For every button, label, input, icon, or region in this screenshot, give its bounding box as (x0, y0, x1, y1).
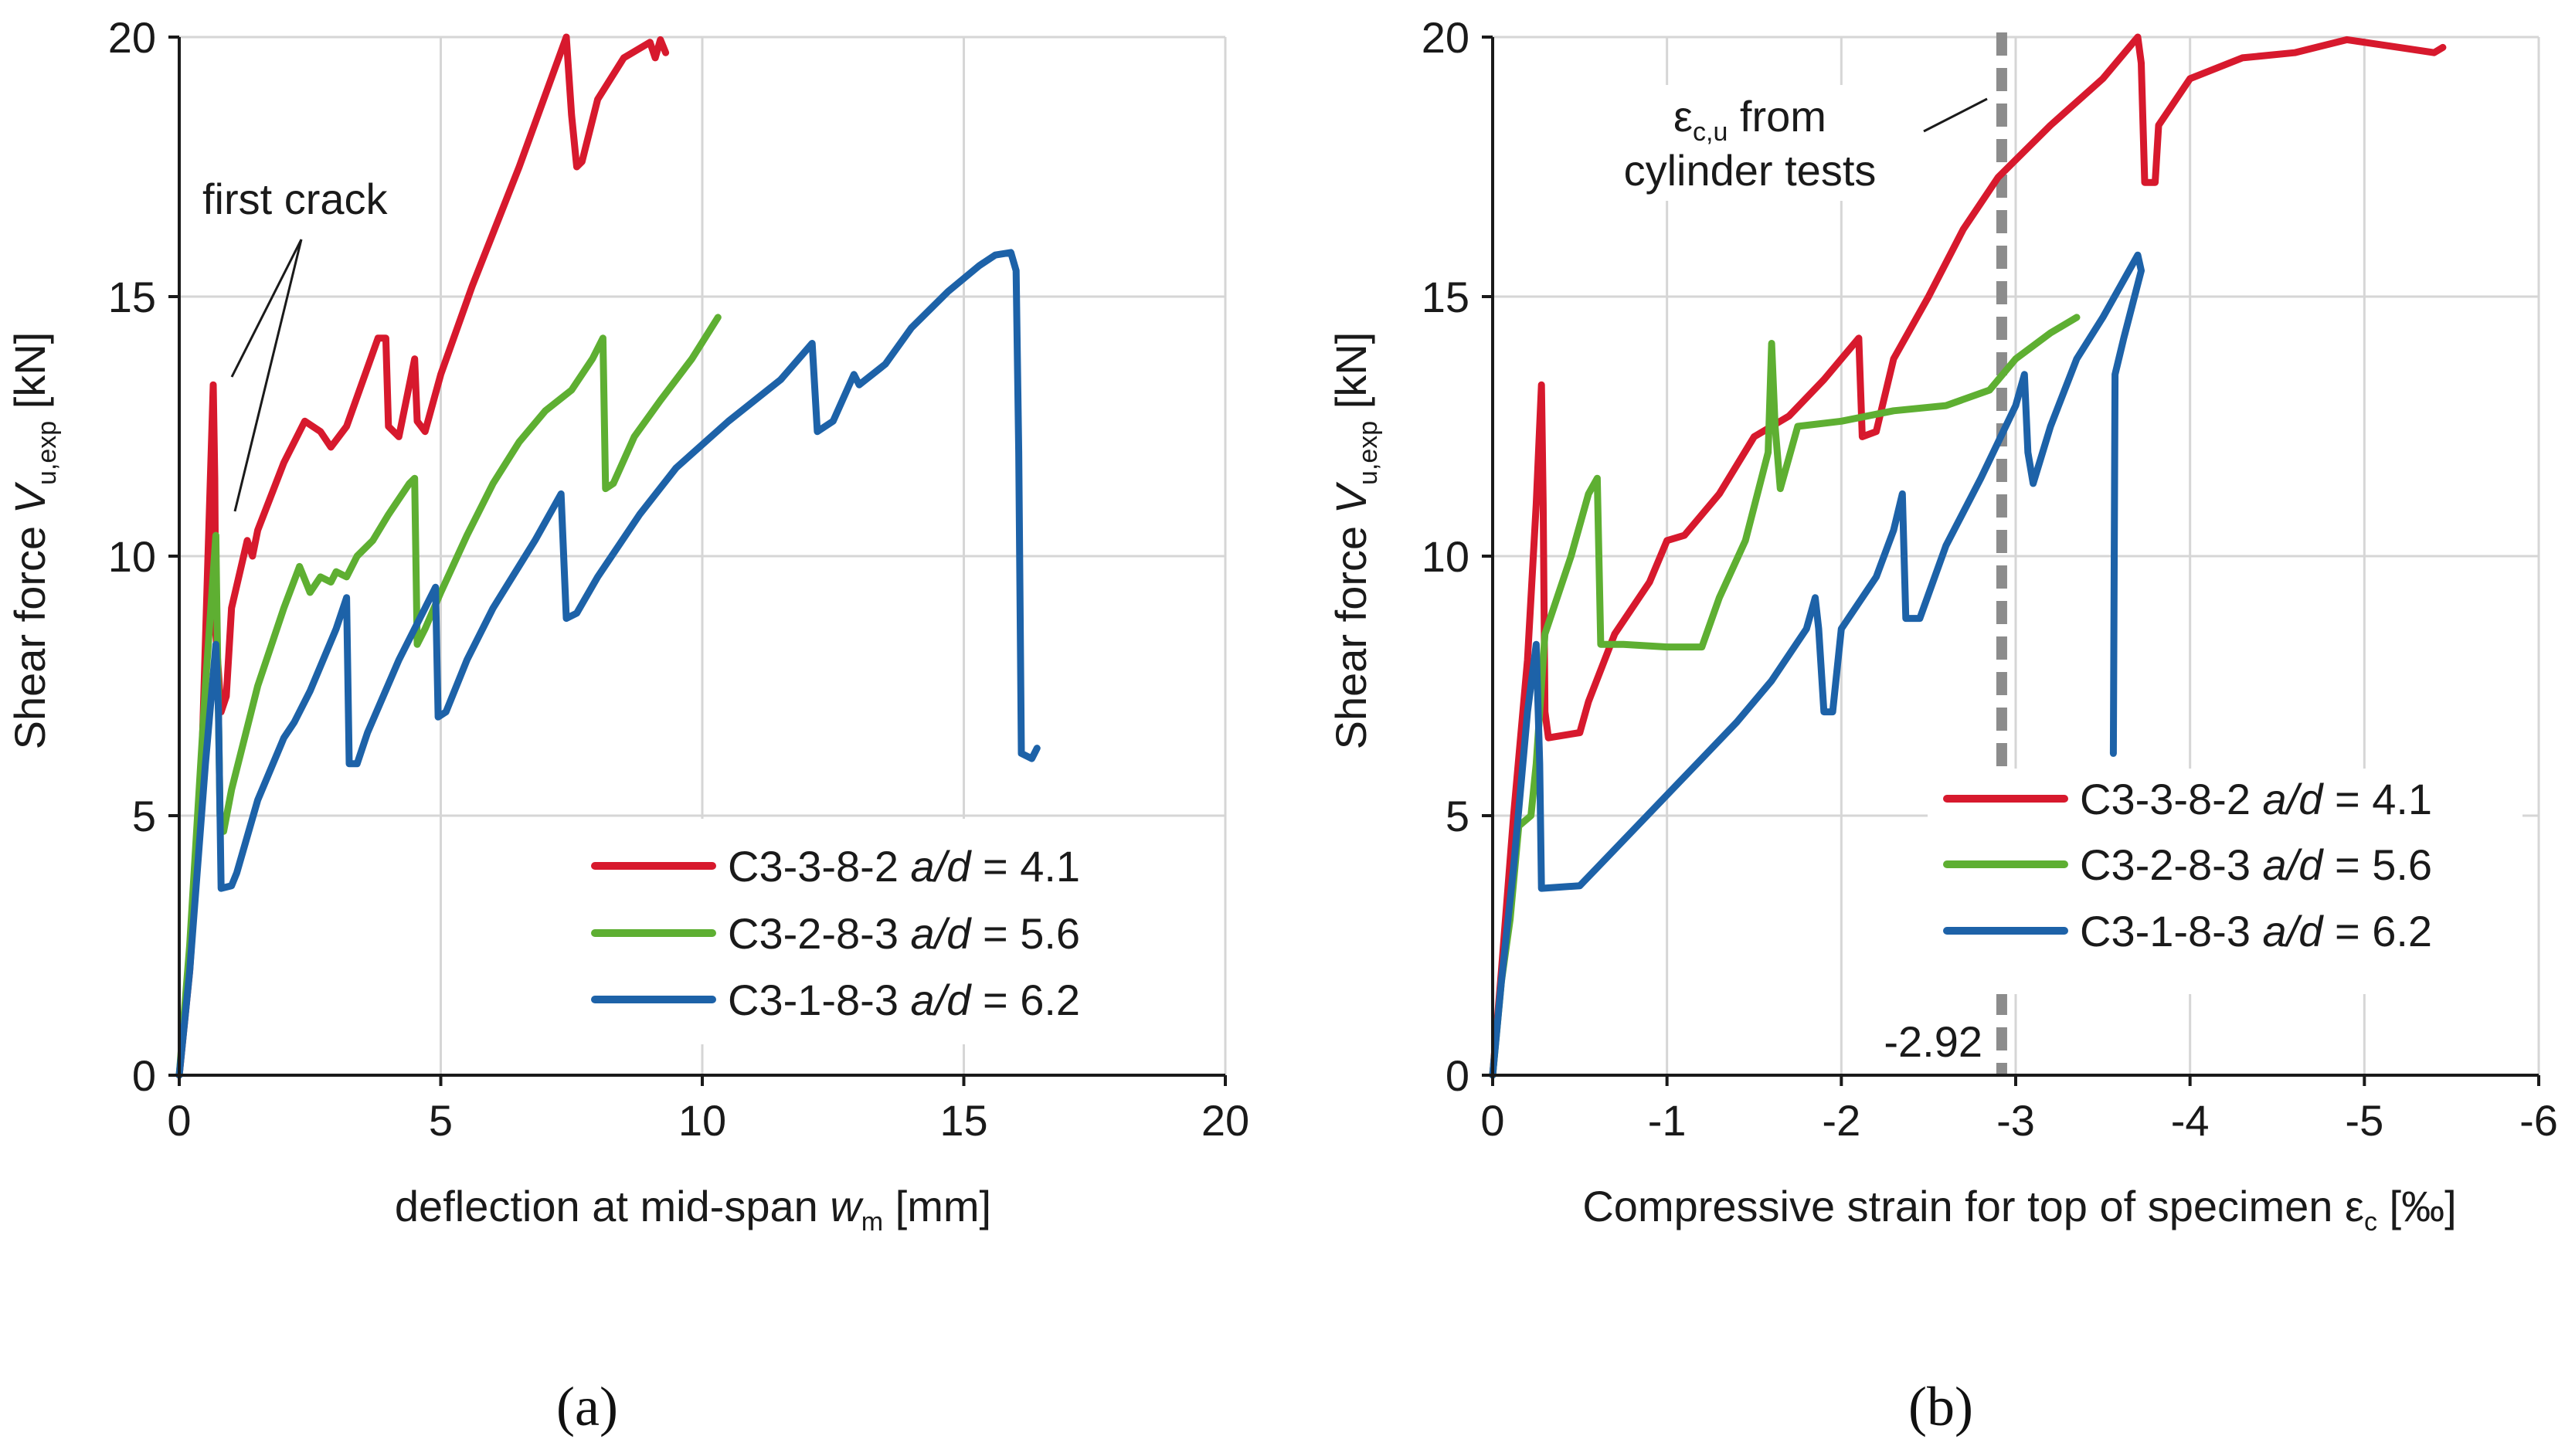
y-tick-label-b-3: 15 (1422, 273, 1469, 321)
legend-entry-a-0: C3-3-8-2 a/d = 4.1 (728, 842, 1080, 891)
legend-entry-a-1: C3-2-8-3 a/d = 5.6 (728, 909, 1080, 958)
y-tick-label-b-1: 5 (1446, 792, 1469, 840)
reference-value-label: -2.92 (1884, 1017, 1982, 1066)
y-tick-label-a-3: 15 (108, 273, 156, 321)
y-axis-label-b: Shear force Vu,exp [kN] (1327, 332, 1383, 750)
series-line-b-C3-1-8-3 (1489, 251, 2145, 1079)
x-axis-label-b: Compressive strain for top of specimen ε… (1582, 1182, 2456, 1237)
legend-entry-b-0: C3-3-8-2 a/d = 4.1 (2080, 775, 2432, 823)
legend-a: C3-3-8-2 a/d = 4.1 C3-2-8-3 a/d = 5.6 C3… (583, 819, 1174, 1044)
eps-cu-label-line2: cylinder tests (1624, 146, 1877, 195)
legend-entry-b-1: C3-2-8-3 a/d = 5.6 (2080, 840, 2432, 889)
series-b (1489, 33, 2447, 1079)
panel-b: 0 -1 -2 -3 -4 -5 -6 0 5 10 15 20 Shear force Vu,ex… (1327, 13, 2558, 1437)
x-tick-label-a-3: 15 (939, 1096, 987, 1145)
x-tick-label-b-1: -1 (1648, 1096, 1687, 1145)
y-tick-label-b-2: 10 (1422, 532, 1469, 581)
x-tick-label-b-5: -5 (2345, 1096, 2383, 1145)
y-tick-label-a-1: 5 (132, 792, 156, 840)
x-tick-label-a-4: 20 (1201, 1096, 1249, 1145)
x-tick-label-a-0: 0 (167, 1096, 191, 1145)
first-crack-label: first crack (202, 175, 389, 223)
y-tick-labels-b: 0 5 10 15 20 (1422, 13, 1469, 1100)
series-line-b-C3-3-8-2 (1489, 33, 2447, 1079)
y-tick-label-a-4: 20 (108, 13, 156, 62)
legend-entry-a-2: C3-1-8-3 a/d = 6.2 (728, 976, 1080, 1024)
x-tick-label-b-2: -2 (1822, 1096, 1860, 1145)
first-crack-leader-lower (233, 239, 303, 512)
x-tick-label-b-4: -4 (2171, 1096, 2210, 1145)
x-tick-label-b-6: -6 (2519, 1096, 2558, 1145)
y-tick-label-b-4: 20 (1422, 13, 1469, 62)
y-axis-label-a: Shear force Vu,exp [kN] (5, 332, 62, 750)
axes-b (1482, 36, 2540, 1086)
x-tick-label-a-1: 5 (429, 1096, 453, 1145)
y-tick-label-b-0: 0 (1446, 1051, 1469, 1100)
x-tick-labels-a: 0 5 10 15 20 (167, 1096, 1249, 1145)
series-line-b-C3-2-8-3 (1489, 314, 2081, 1079)
series-a (175, 33, 1041, 1079)
series-line-a-C3-1-8-3 (175, 249, 1041, 1079)
x-tick-label-a-2: 10 (678, 1096, 726, 1145)
axes-a (168, 36, 1227, 1086)
x-tick-label-b-3: -3 (1996, 1096, 2035, 1145)
x-tick-labels-b: 0 -1 -2 -3 -4 -5 -6 (1480, 1096, 2557, 1145)
legend-entry-b-2: C3-1-8-3 a/d = 6.2 (2080, 907, 2432, 955)
panel-label-a: (a) (556, 1376, 618, 1437)
legend-b: C3-3-8-2 a/d = 4.1 C3-2-8-3 a/d = 5.6 C3… (1928, 769, 2523, 994)
x-axis-label-a: deflection at mid-span wm [mm] (395, 1182, 991, 1237)
y-tick-label-a-0: 0 (132, 1051, 156, 1100)
first-crack-leader-upper (230, 239, 303, 378)
eps-cu-label-line1: εc,u from (1673, 92, 1826, 147)
x-tick-label-b-0: 0 (1480, 1096, 1504, 1145)
y-tick-label-a-2: 10 (108, 532, 156, 581)
panel-label-b: (b) (1908, 1376, 1973, 1437)
panel-a: 0 5 10 15 20 0 5 10 15 20 Shear force Vu,exp [kN… (5, 13, 1249, 1437)
y-tick-labels-a: 0 5 10 15 20 (108, 13, 156, 1100)
eps-cu-leader (1923, 97, 1988, 133)
